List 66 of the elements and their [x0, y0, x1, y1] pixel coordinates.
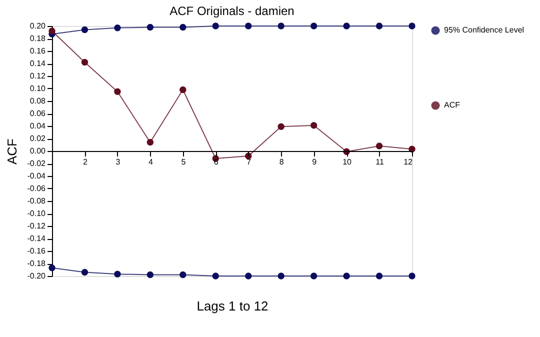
point [114, 270, 121, 278]
y-tick-label: -0.10 [27, 209, 46, 218]
y-tick-label: 0.06 [30, 109, 46, 118]
x-tick-label: 11 [376, 158, 384, 166]
point [212, 22, 219, 30]
point [376, 272, 383, 280]
y-axis-title: ACF [4, 138, 20, 164]
y-tick-label: -0.02 [27, 159, 46, 168]
x-axis-title: Lags 1 to 12 [196, 298, 268, 314]
point [81, 58, 88, 66]
point [48, 264, 56, 272]
point [310, 272, 318, 280]
y-tick-label: 0.10 [30, 84, 46, 93]
x-tick-label: 10 [342, 158, 352, 166]
y-tick-label: 0.02 [30, 134, 46, 143]
y-tick-label: 0.04 [30, 122, 46, 130]
point [146, 24, 154, 31]
point [245, 272, 252, 280]
y-tick-label: -0.14 [27, 234, 46, 243]
point [81, 26, 88, 34]
chart-title: ACF Originals - damien [170, 4, 294, 18]
point [146, 138, 154, 146]
point [310, 22, 318, 30]
x-tick-label: 5 [181, 158, 186, 166]
point [408, 22, 416, 30]
x-tick-label: 2 [83, 158, 88, 166]
y-tick-label: 0.08 [30, 96, 46, 106]
point [310, 122, 318, 129]
point [278, 272, 284, 280]
y-tick-label: 0.20 [30, 22, 46, 30]
point [376, 22, 383, 30]
y-tick-label: 0.18 [30, 34, 46, 43]
legend-label: ACF [444, 100, 460, 110]
point [180, 86, 186, 94]
point [114, 88, 121, 95]
point [114, 24, 121, 32]
point [408, 272, 416, 280]
point [180, 271, 186, 278]
y-tick-label: 0.00 [30, 146, 46, 156]
x-tick-label: 4 [148, 158, 154, 166]
point [376, 142, 383, 150]
x-tick-label: 3 [116, 158, 121, 166]
y-tick-label: -0.08 [27, 196, 46, 206]
point [146, 271, 154, 278]
legend-label: 95% Confidence Level [444, 26, 524, 34]
y-tick-label: -0.18 [27, 259, 46, 268]
y-tick-label: 0.14 [30, 59, 46, 68]
y-tick-label: -0.12 [27, 222, 46, 230]
point [278, 22, 284, 30]
x-tick-label: 8 [279, 158, 284, 166]
y-tick-label: -0.04 [27, 172, 46, 180]
y-tick-label: 0.16 [30, 46, 46, 56]
point [180, 24, 186, 31]
y-tick-label: 0.12 [30, 72, 46, 80]
point [81, 268, 88, 276]
y-tick-label: -0.06 [27, 184, 46, 193]
x-tick-label: 12 [404, 158, 414, 166]
x-tick-label: 9 [312, 158, 318, 166]
point [343, 22, 350, 30]
y-tick-label: -0.16 [27, 246, 46, 256]
point [212, 272, 219, 280]
point [343, 272, 350, 280]
point [245, 22, 252, 30]
point [278, 123, 284, 130]
y-tick-label: -0.20 [27, 272, 46, 280]
x-tick-label: 7 [246, 158, 252, 166]
